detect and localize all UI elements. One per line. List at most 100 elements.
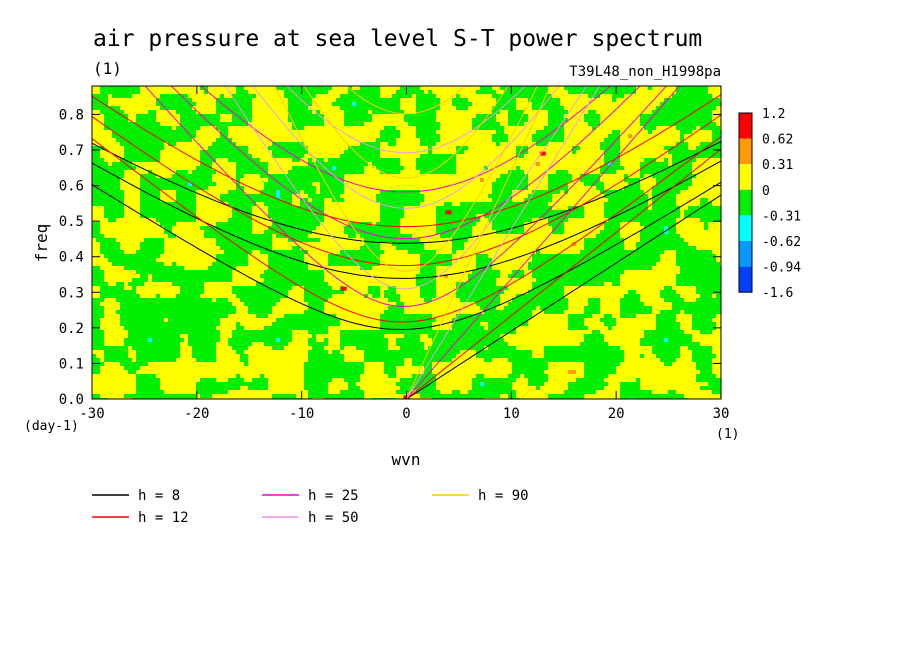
field-cell bbox=[112, 214, 116, 218]
field-cell bbox=[544, 202, 548, 206]
field-cell bbox=[292, 150, 296, 154]
field-cell bbox=[616, 190, 620, 194]
field-cell bbox=[544, 206, 548, 210]
field-cell bbox=[220, 258, 224, 262]
field-cell bbox=[436, 258, 440, 262]
field-cell bbox=[156, 190, 160, 194]
field-cell bbox=[696, 286, 700, 290]
field-cell bbox=[144, 246, 148, 250]
field-cell bbox=[348, 90, 352, 94]
field-cell bbox=[168, 206, 172, 210]
field-cell bbox=[136, 326, 140, 330]
field-cell bbox=[572, 254, 576, 258]
field-cell bbox=[648, 310, 652, 314]
field-cell bbox=[368, 102, 372, 106]
field-cell bbox=[564, 174, 568, 178]
field-cell bbox=[672, 242, 676, 246]
field-cell bbox=[436, 98, 440, 102]
field-cell bbox=[92, 202, 96, 206]
field-cell bbox=[388, 98, 392, 102]
field-cell bbox=[676, 162, 680, 166]
field-cell bbox=[712, 102, 716, 106]
field-cell bbox=[128, 314, 132, 318]
field-cell bbox=[352, 118, 356, 122]
field-cell bbox=[384, 238, 388, 242]
field-cell bbox=[520, 170, 524, 174]
field-cell bbox=[104, 90, 108, 94]
field-cell bbox=[260, 246, 264, 250]
field-cell bbox=[292, 206, 296, 210]
field-cell bbox=[96, 166, 100, 170]
field-cell bbox=[704, 202, 708, 206]
field-cell bbox=[160, 310, 164, 314]
field-cell bbox=[648, 86, 652, 90]
field-cell bbox=[584, 258, 588, 262]
field-cell bbox=[96, 234, 100, 238]
field-cell bbox=[504, 210, 508, 214]
field-cell bbox=[524, 202, 528, 206]
field-cell bbox=[224, 266, 228, 270]
field-cell bbox=[708, 122, 712, 126]
field-cell bbox=[120, 314, 124, 318]
field-cell bbox=[112, 242, 116, 246]
field-cell bbox=[204, 166, 208, 170]
field-cell bbox=[360, 122, 364, 126]
field-cell bbox=[92, 182, 96, 186]
field-cell bbox=[460, 282, 464, 286]
field-cell bbox=[356, 118, 360, 122]
field-cell bbox=[500, 310, 504, 314]
field-cell bbox=[184, 94, 188, 98]
field-cell bbox=[480, 278, 484, 282]
field-cell bbox=[164, 266, 168, 270]
field-cell bbox=[176, 326, 180, 330]
field-cell bbox=[268, 310, 272, 314]
field-cell bbox=[260, 298, 264, 302]
field-cell bbox=[364, 106, 368, 110]
field-cell bbox=[516, 86, 520, 90]
field-cell bbox=[176, 182, 180, 186]
field-cell bbox=[528, 298, 532, 302]
field-cell bbox=[416, 86, 420, 90]
field-cell bbox=[676, 250, 680, 254]
field-cell bbox=[408, 94, 412, 98]
field-cell bbox=[292, 214, 296, 218]
field-cell bbox=[484, 318, 488, 322]
field-cell bbox=[636, 186, 640, 190]
field-cell bbox=[284, 146, 288, 150]
field-cell bbox=[240, 222, 244, 226]
field-cell bbox=[96, 278, 100, 282]
field-cell bbox=[556, 118, 560, 122]
field-cell bbox=[548, 178, 552, 182]
field-cell bbox=[216, 138, 220, 142]
field-cell bbox=[104, 190, 108, 194]
field-cell bbox=[612, 206, 616, 210]
field-cell bbox=[332, 194, 336, 198]
field-cell bbox=[712, 142, 716, 146]
field-cell bbox=[240, 210, 244, 214]
field-cell bbox=[592, 114, 596, 118]
field-cell bbox=[692, 310, 696, 314]
field-cell bbox=[428, 122, 432, 126]
field-cell bbox=[340, 182, 344, 186]
field-cell bbox=[460, 202, 464, 206]
field-cell bbox=[712, 286, 716, 290]
field-cell bbox=[120, 210, 124, 214]
field-cell bbox=[316, 214, 320, 218]
field-cell bbox=[668, 194, 672, 198]
field-cell bbox=[268, 270, 272, 274]
field-cell bbox=[628, 86, 632, 90]
field-cell bbox=[240, 102, 244, 106]
field-cell bbox=[164, 102, 168, 106]
field-cell bbox=[224, 142, 228, 146]
field-cell bbox=[432, 250, 436, 254]
field-cell bbox=[656, 226, 660, 230]
field-cell bbox=[320, 202, 324, 206]
field-cell bbox=[108, 258, 112, 262]
field-cell bbox=[180, 302, 184, 306]
field-cell bbox=[340, 254, 344, 258]
field-cell bbox=[444, 234, 448, 238]
field-cell bbox=[136, 122, 140, 126]
field-cell bbox=[652, 218, 656, 222]
field-cell bbox=[420, 158, 424, 162]
field-cell bbox=[112, 254, 116, 258]
